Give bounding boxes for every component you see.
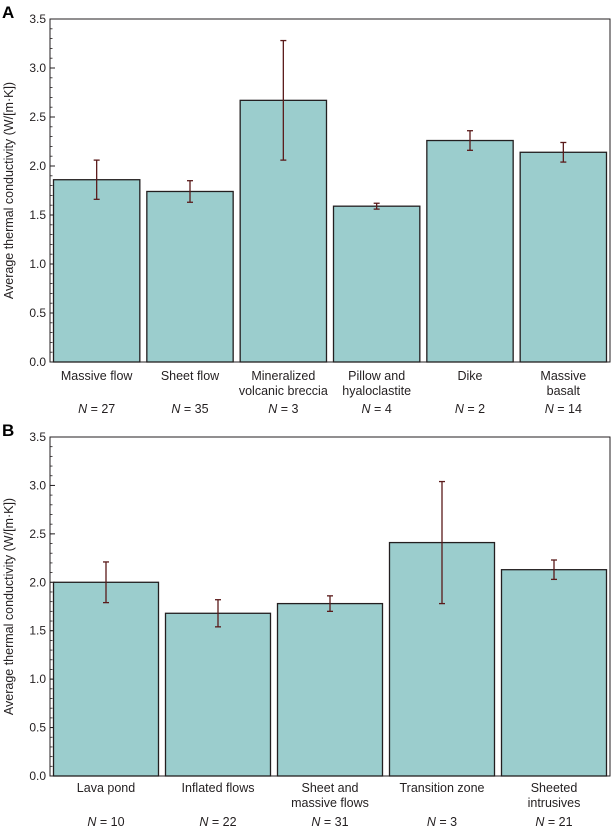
chart0-y-tick-label: 3.5: [29, 12, 46, 26]
chart1-bar: [276, 602, 384, 777]
chart0-category-label: Mineralized: [251, 369, 315, 383]
chart1-category-label: Inflated flows: [182, 781, 255, 795]
chart1-count-label: N = 21: [535, 815, 572, 829]
chart0-y-tick-label: 1.0: [29, 257, 46, 271]
chart1-y-tick-label: 1.5: [29, 624, 46, 638]
chart1-bar: [52, 581, 160, 777]
chart0-y-tick-label: 1.5: [29, 208, 46, 222]
chart1-count-label: N = 22: [199, 815, 236, 829]
chart1-category-label: Transition zone: [400, 781, 485, 795]
chart1-y-tick-label: 1.0: [29, 672, 46, 686]
chart0-y-tick-label: 3.0: [29, 61, 46, 75]
chart1-category-label: Sheeted: [531, 781, 578, 795]
chart0-category-label: Sheet flow: [161, 369, 220, 383]
chart0-bar: [146, 190, 234, 363]
chart0-y-tick-label: 0.5: [29, 306, 46, 320]
chart1-category-label: intrusives: [528, 796, 581, 810]
chart0-count-label: N = 3: [268, 402, 298, 416]
chart1-y-tick-label: 2.0: [29, 575, 46, 589]
chart1-y-tick-label: 3.0: [29, 478, 46, 492]
chart0-bar: [332, 205, 421, 363]
chart0-category-label: basalt: [547, 384, 581, 398]
chart0-category-label: Pillow and: [348, 369, 405, 383]
chart0-bar: [52, 179, 141, 363]
chart0-category-label: Massive flow: [61, 369, 134, 383]
chart0-category-label: Dike: [457, 369, 482, 383]
chart0-category-label: Massive: [540, 369, 586, 383]
chart0-y-tick-label: 2.5: [29, 110, 46, 124]
chart1-bar: [164, 612, 272, 777]
chart1-category-label: massive flows: [291, 796, 369, 810]
chart1-count-label: N = 3: [427, 815, 457, 829]
chart0-panel-label: A: [2, 3, 14, 22]
chart1-count-label: N = 10: [87, 815, 124, 829]
chart1-panel-label: B: [2, 421, 14, 440]
chart0-count-label: N = 4: [362, 402, 392, 416]
chart0-y-tick-label: 0.0: [29, 355, 46, 369]
chart0-bar: [426, 139, 514, 363]
chart1-category-label: Sheet and: [302, 781, 359, 795]
chart0-plot-frame: [49, 18, 611, 363]
chart0-y-axis-label: Average thermal conductivity (W/[m·K]): [2, 82, 16, 299]
chart0-count-label: N = 27: [78, 402, 115, 416]
chart0-count-label: N = 14: [545, 402, 582, 416]
chart1-y-axis-label: Average thermal conductivity (W/[m·K]): [2, 498, 16, 715]
chart0-y-tick-label: 2.0: [29, 159, 46, 173]
chart1-y-tick-label: 0.5: [29, 721, 46, 735]
chart0-count-label: N = 35: [171, 402, 208, 416]
chart1-bar: [500, 569, 608, 777]
chart0-category-label: hyaloclastite: [342, 384, 411, 398]
chart1-y-tick-label: 0.0: [29, 769, 46, 783]
chart0-count-label: N = 2: [455, 402, 485, 416]
chart1-y-tick-label: 3.5: [29, 430, 46, 444]
chart0-bar: [519, 151, 608, 363]
chart1-y-tick-label: 2.5: [29, 527, 46, 541]
chart1-count-label: N = 31: [311, 815, 348, 829]
chart0-category-label: volcanic breccia: [239, 384, 328, 398]
chart1-category-label: Lava pond: [77, 781, 135, 795]
